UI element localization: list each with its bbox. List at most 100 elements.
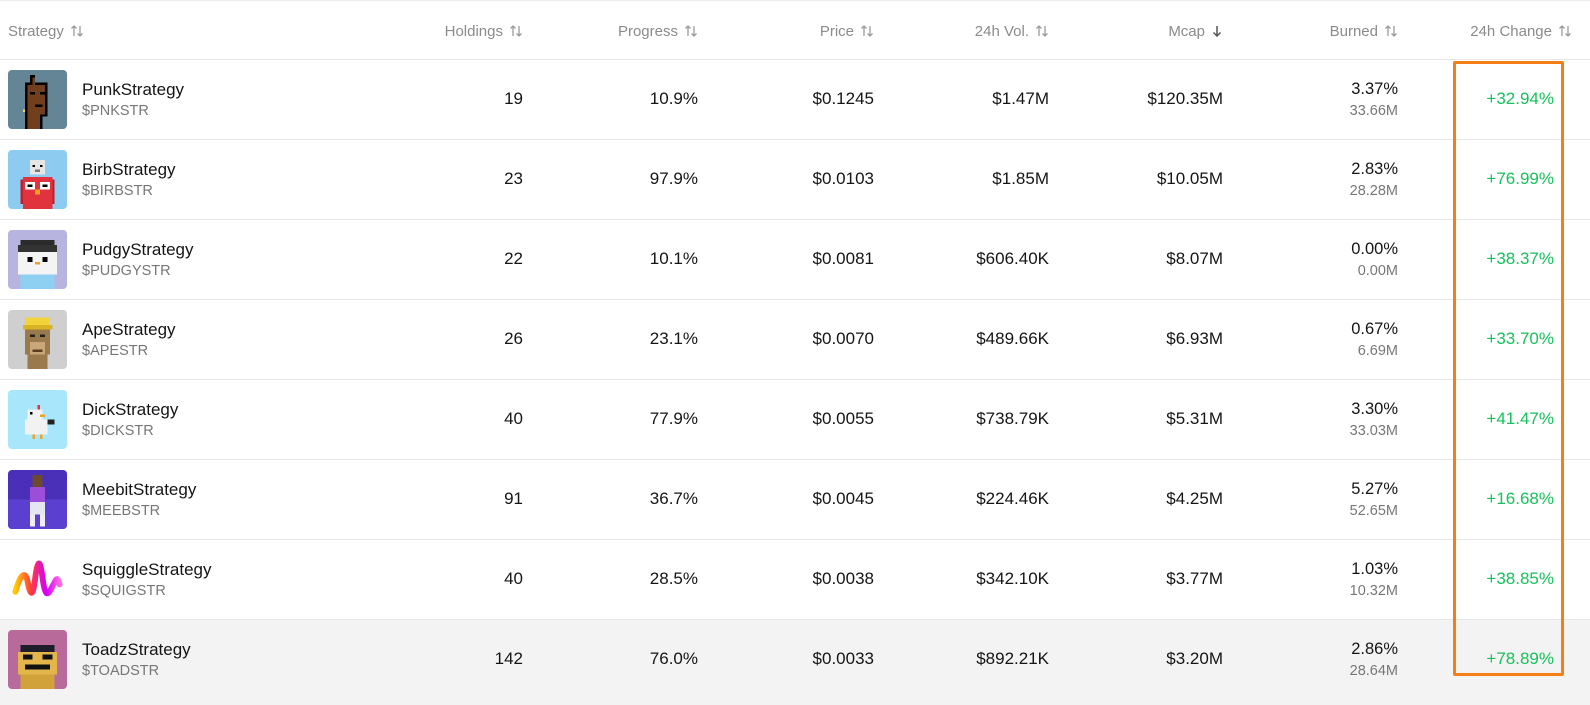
burned-amount: 52.65M — [1349, 503, 1398, 519]
sort-icon — [684, 25, 698, 37]
strategy-name[interactable]: SquiggleStrategy — [82, 560, 212, 579]
burned-amount: 28.28M — [1349, 183, 1398, 199]
table-row[interactable]: MeebitStrategy $MEEBSTR 91 36.7% $0.0045… — [0, 460, 1590, 540]
strategy-name[interactable]: ApeStrategy — [82, 320, 176, 339]
column-header-price[interactable]: Price — [820, 21, 874, 41]
holdings-value: 23 — [504, 169, 523, 188]
dick-avatar-icon — [8, 390, 67, 449]
burned-amount: 10.32M — [1349, 583, 1398, 599]
column-header-strategy[interactable]: Strategy — [8, 21, 84, 41]
column-header-label: Progress — [617, 22, 678, 40]
table-row[interactable]: ApeStrategy $APESTR 26 23.1% $0.0070 $48… — [0, 300, 1590, 380]
holdings-value: 40 — [504, 569, 523, 588]
strategy-name[interactable]: MeebitStrategy — [82, 480, 197, 499]
mcap-value: $6.93M — [1166, 329, 1223, 348]
change-value: +32.94% — [1486, 89, 1554, 108]
column-header-24h-vol[interactable]: 24h Vol. — [975, 21, 1049, 41]
progress-value: 76.0% — [649, 649, 698, 668]
burned-percent: 0.67% — [1351, 320, 1398, 338]
mcap-value: $10.05M — [1156, 169, 1223, 188]
strategy-name[interactable]: DickStrategy — [82, 400, 179, 419]
mcap-value: $5.31M — [1166, 409, 1223, 428]
pudgy-avatar-icon — [8, 230, 67, 289]
volume-value: $1.85M — [992, 169, 1049, 188]
sort-icon — [1384, 25, 1398, 37]
holdings-value: 26 — [504, 329, 523, 348]
volume-value: $606.40K — [976, 249, 1049, 268]
strategy-name[interactable]: ToadzStrategy — [82, 640, 191, 659]
volume-value: $342.10K — [976, 569, 1049, 588]
change-value: +38.85% — [1486, 569, 1554, 588]
column-header-label: Burned — [1329, 22, 1378, 40]
change-value: +41.47% — [1486, 409, 1554, 428]
price-value: $0.0070 — [812, 329, 874, 348]
holdings-value: 91 — [504, 489, 523, 508]
column-header-burned[interactable]: Burned — [1330, 21, 1398, 41]
strategy-ticker: $MEEBSTR — [82, 503, 161, 519]
table-row[interactable]: ToadzStrategy $TOADSTR 142 76.0% $0.0033… — [0, 620, 1590, 705]
strategy-name[interactable]: PunkStrategy — [82, 80, 185, 99]
change-value: +76.99% — [1486, 169, 1554, 188]
column-header-holdings[interactable]: Holdings — [445, 21, 523, 41]
column-header-progress[interactable]: Progress — [618, 21, 698, 41]
mcap-value: $4.25M — [1166, 489, 1223, 508]
strategy-name[interactable]: PudgyStrategy — [82, 240, 194, 259]
burned-percent: 0.00% — [1351, 240, 1398, 258]
holdings-value: 40 — [504, 409, 523, 428]
column-header-label: Mcap — [1168, 22, 1205, 40]
change-value: +33.70% — [1486, 329, 1554, 348]
burned-percent: 1.03% — [1351, 560, 1398, 578]
strategy-ticker: $TOADSTR — [82, 663, 160, 679]
progress-value: 36.7% — [649, 489, 698, 508]
table-header: Strategy Holdings Progress Price 24h Vol… — [0, 0, 1590, 60]
toadz-avatar-icon — [8, 630, 67, 689]
strategy-ticker: $DICKSTR — [82, 423, 154, 439]
progress-value: 28.5% — [649, 569, 698, 588]
meebit-avatar-icon — [8, 470, 67, 529]
burned-amount: 6.69M — [1357, 343, 1398, 359]
strategy-ticker: $PNKSTR — [82, 103, 149, 119]
sort-icon — [70, 25, 84, 37]
sort-icon — [509, 25, 523, 37]
table-row[interactable]: PunkStrategy $PNKSTR 19 10.9% $0.1245 $1… — [0, 60, 1590, 140]
table-row[interactable]: SquiggleStrategy $SQUIGSTR 40 28.5% $0.0… — [0, 540, 1590, 620]
price-value: $0.0055 — [812, 409, 874, 428]
price-value: $0.0081 — [812, 249, 874, 268]
birb-avatar-icon — [8, 150, 67, 209]
column-header-label: 24h Vol. — [974, 22, 1029, 40]
squiggle-avatar-icon — [8, 550, 67, 609]
sort-icon — [860, 25, 874, 37]
volume-value: $738.79K — [976, 409, 1049, 428]
mcap-value: $120.35M — [1147, 89, 1223, 108]
holdings-value: 22 — [504, 249, 523, 268]
holdings-value: 19 — [504, 89, 523, 108]
volume-value: $892.21K — [976, 649, 1049, 668]
strategy-ticker: $APESTR — [82, 343, 149, 359]
strategy-ticker: $SQUIGSTR — [82, 583, 166, 599]
progress-value: 23.1% — [649, 329, 698, 348]
punk-avatar-icon — [8, 70, 67, 129]
volume-value: $489.66K — [976, 329, 1049, 348]
burned-amount: 0.00M — [1357, 263, 1398, 279]
volume-value: $1.47M — [992, 89, 1049, 108]
column-header-24h-change[interactable]: 24h Change — [1470, 21, 1572, 41]
burned-amount: 33.03M — [1349, 423, 1398, 439]
table-row[interactable]: PudgyStrategy $PUDGYSTR 22 10.1% $0.0081… — [0, 220, 1590, 300]
table-row[interactable]: DickStrategy $DICKSTR 40 77.9% $0.0055 $… — [0, 380, 1590, 460]
burned-percent: 2.83% — [1351, 160, 1398, 178]
ape-avatar-icon — [8, 310, 67, 369]
sort-icon — [1558, 25, 1572, 37]
price-value: $0.0103 — [812, 169, 874, 188]
progress-value: 10.9% — [649, 89, 698, 108]
change-value: +78.89% — [1486, 649, 1554, 668]
change-value: +38.37% — [1486, 249, 1554, 268]
progress-value: 97.9% — [649, 169, 698, 188]
table-row[interactable]: BirbStrategy $BIRBSTR 23 97.9% $0.0103 $… — [0, 140, 1590, 220]
mcap-value: $3.77M — [1166, 569, 1223, 588]
price-value: $0.0038 — [812, 569, 874, 588]
burned-amount: 28.64M — [1349, 663, 1398, 679]
column-header-mcap[interactable]: Mcap — [1168, 21, 1223, 41]
price-value: $0.1245 — [812, 89, 874, 108]
column-header-label: Price — [819, 22, 854, 40]
strategy-name[interactable]: BirbStrategy — [82, 160, 176, 179]
